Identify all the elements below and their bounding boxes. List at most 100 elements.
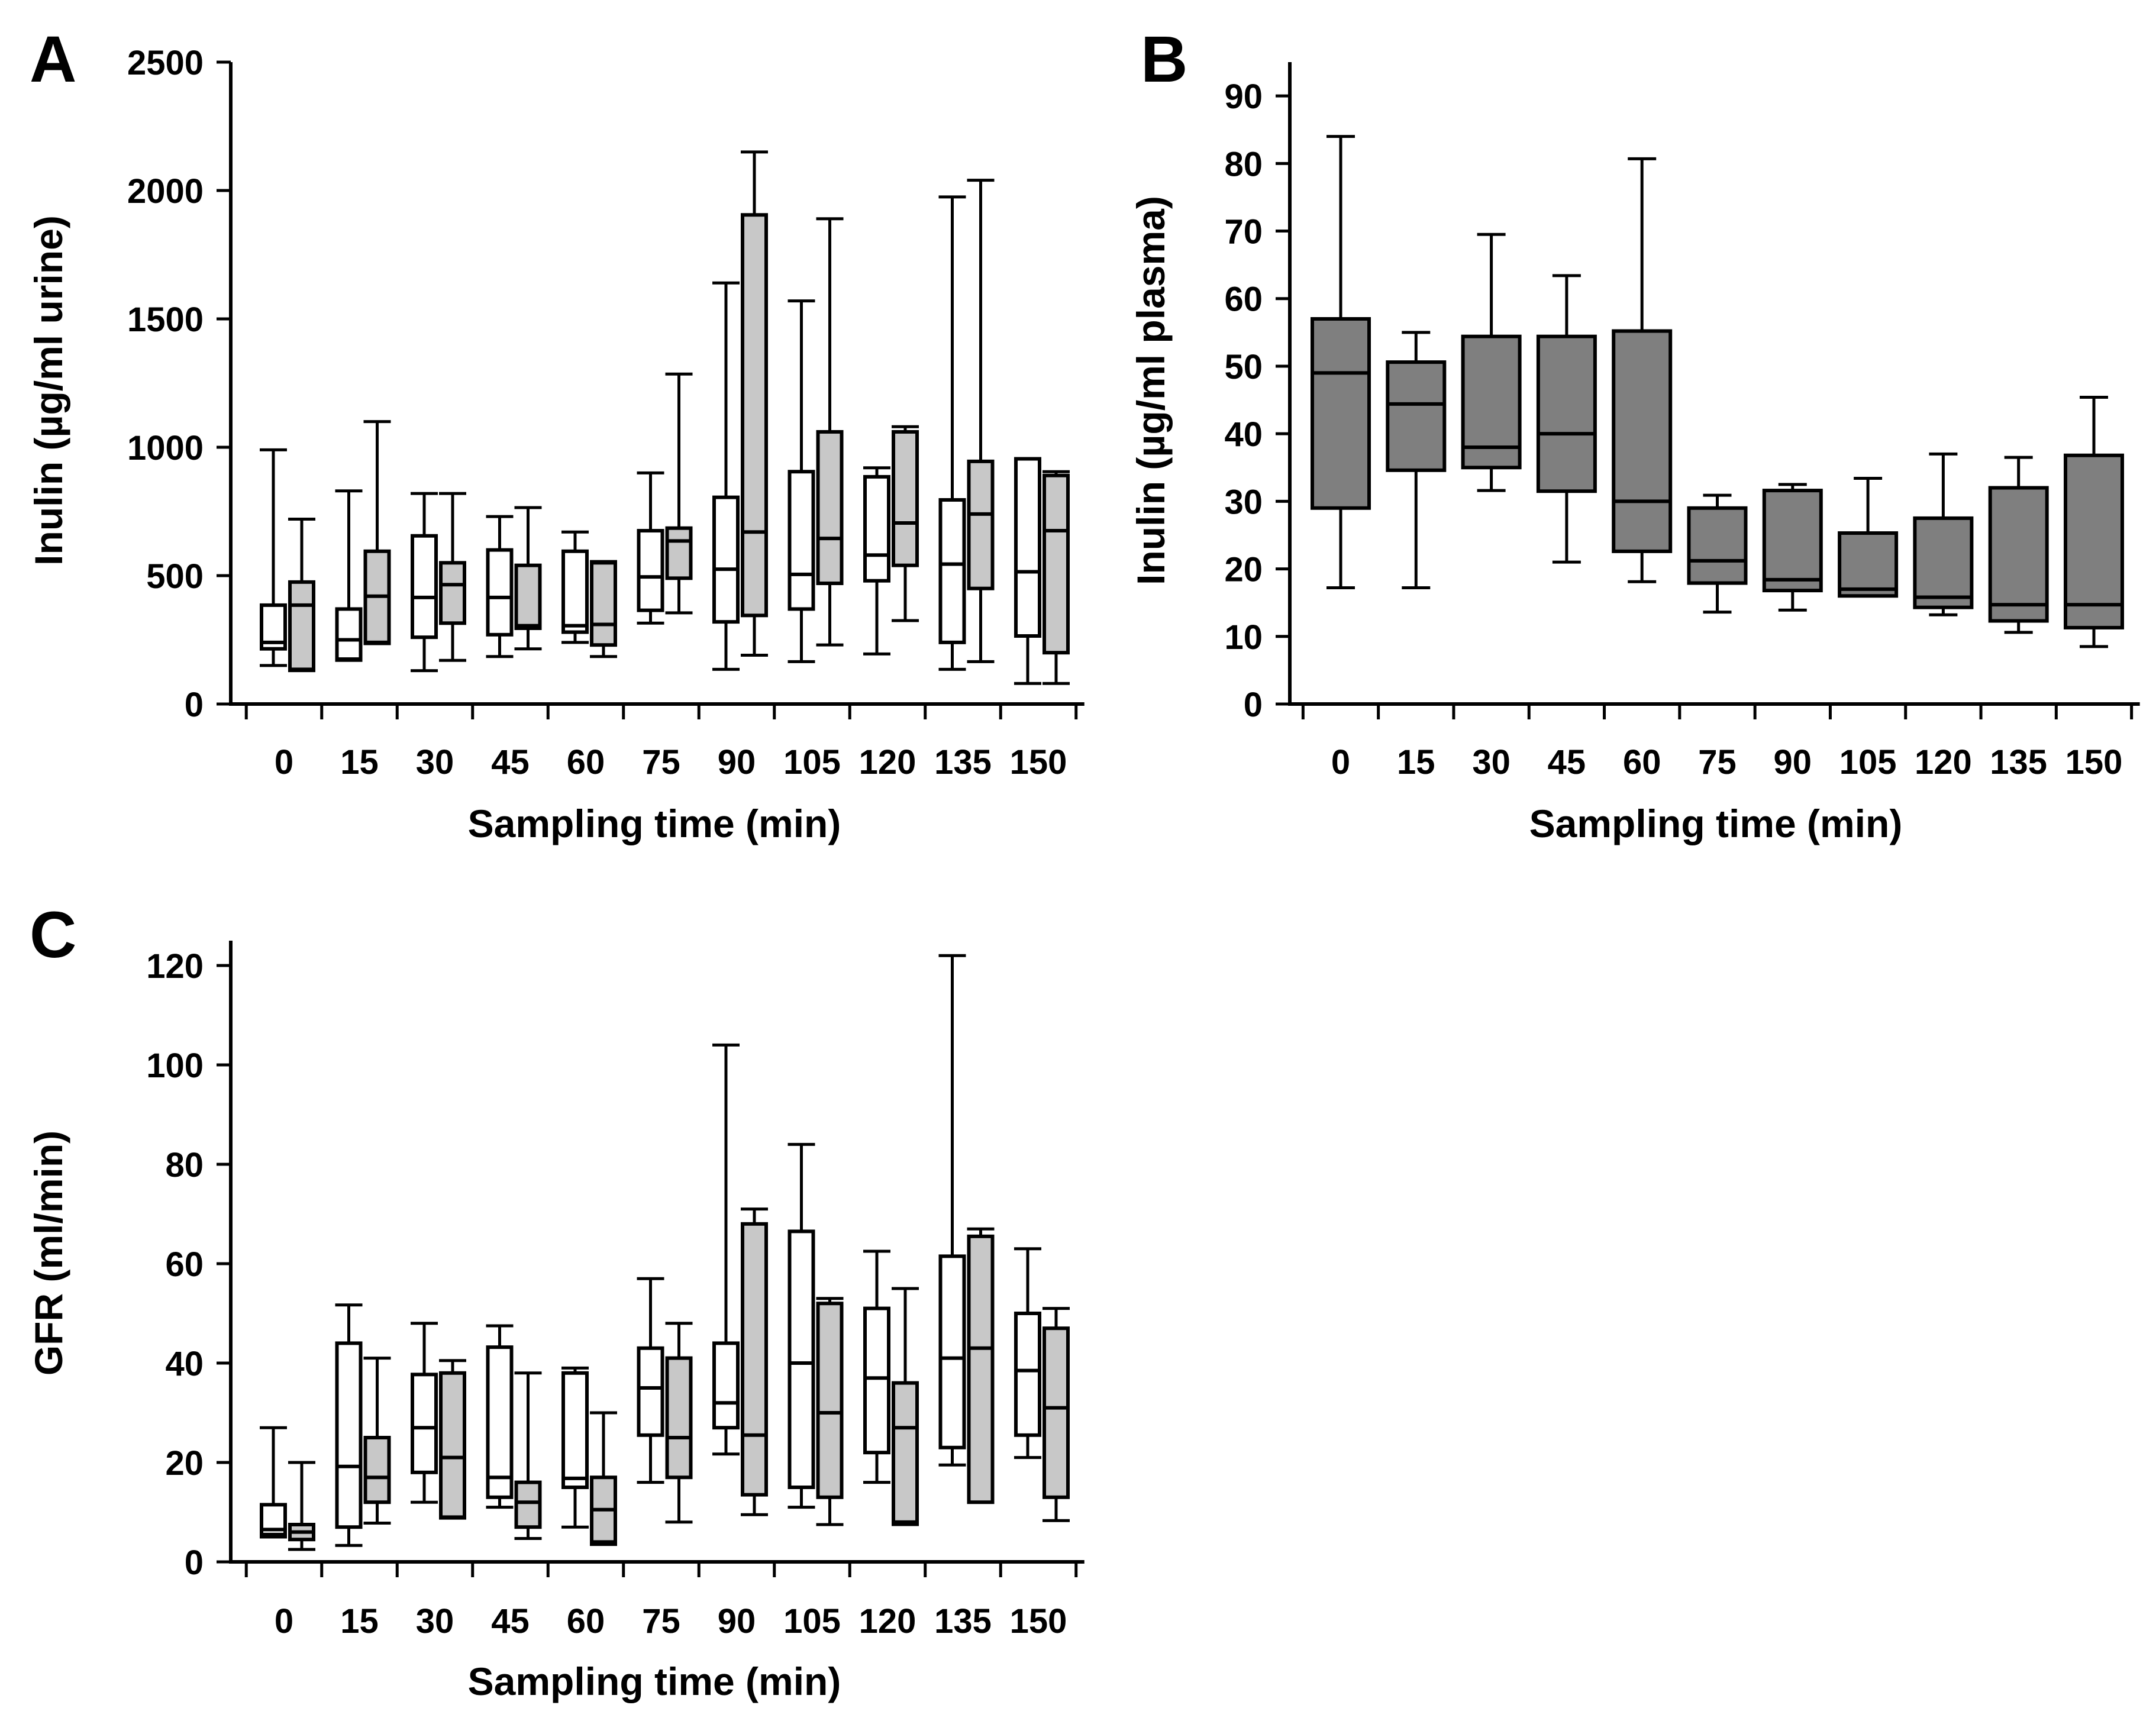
panel-b-y-tick-label: 70 — [1224, 213, 1263, 251]
panel-a: A Inulin (µg/ml urine) Sampling time (mi… — [27, 23, 1085, 845]
panel-a-x-tick-label: 30 — [416, 743, 454, 782]
panel-a-x-tick-label: 45 — [491, 743, 530, 782]
panel-c-letter: C — [30, 899, 76, 971]
panel-b-box — [2064, 395, 2124, 648]
panel-a-x-tick-label: 135 — [934, 743, 992, 782]
panel-c-box — [561, 1366, 589, 1529]
iqr-box — [665, 526, 693, 580]
iqr-box — [2064, 453, 2124, 629]
iqr-box — [938, 498, 966, 644]
iqr-box — [892, 1381, 919, 1524]
iqr-box — [1536, 334, 1597, 493]
panel-b-y-tick-label: 30 — [1224, 483, 1263, 521]
panel-b-box — [1311, 135, 1371, 590]
iqr-box — [1043, 1326, 1070, 1499]
panel-c-y-tick-label: 0 — [185, 1544, 204, 1582]
panel-b-plot: 0 10 20 30 40 50 60 70 80 90 0 15 30 45 60 75 90 105 120 13… — [1224, 62, 2140, 782]
panel-b-x-tick-label: 30 — [1472, 743, 1511, 782]
panel-a-box — [288, 518, 315, 673]
panel-c-box — [816, 1297, 844, 1526]
iqr-box — [1687, 506, 1748, 585]
panel-c-plot: 0 20 40 60 80 100 120 0 15 30 45 60 75 90 105 120 135 150 — [146, 941, 1085, 1641]
panel-c-x-tick-label: 120 — [859, 1602, 916, 1641]
panel-b: B Inulin (µg/ml plasma) Sampling time (m… — [1129, 23, 2140, 845]
panel-a-y-tick-label: 500 — [146, 557, 204, 596]
panel-a-box — [637, 471, 664, 625]
panel-c-box — [439, 1359, 466, 1520]
panel-c-ylabel: GFR (ml/min) — [27, 1131, 70, 1375]
panel-c-x-tick-label: 60 — [567, 1602, 605, 1641]
panel-b-x-tick-label: 150 — [2065, 743, 2123, 782]
panel-c-x-tick-label: 150 — [1010, 1602, 1067, 1641]
iqr-box — [439, 561, 466, 625]
panel-b-box — [1386, 331, 1447, 590]
iqr-box — [712, 495, 740, 624]
panel-c-x-tick-label: 15 — [340, 1602, 379, 1641]
iqr-box — [1043, 473, 1070, 655]
iqr-box — [590, 561, 617, 647]
iqr-box — [712, 1341, 740, 1430]
panel-a-box — [561, 530, 589, 644]
panel-c-x-tick-label: 30 — [416, 1602, 454, 1641]
panel-a-x-tick-label: 60 — [567, 743, 605, 782]
panel-b-x-tick-label: 75 — [1698, 743, 1737, 782]
iqr-box — [816, 430, 844, 586]
panel-a-box — [439, 492, 466, 662]
panel-b-x-tick-label: 105 — [1839, 743, 1897, 782]
panel-a-x-tick-label: 105 — [783, 743, 841, 782]
panel-b-y-tick-label: 90 — [1224, 78, 1263, 116]
panel-c-box — [363, 1357, 391, 1525]
panel-a-x-tick-label: 15 — [340, 743, 379, 782]
panel-a-plot: 0 500 1000 1500 2000 2500 0 15 30 45 60 75 90 105 120 1… — [127, 44, 1085, 782]
iqr-box — [1386, 360, 1447, 472]
panel-b-x-tick-label: 0 — [1331, 743, 1350, 782]
panel-b-x-tick-label: 15 — [1397, 743, 1435, 782]
panel-b-x-tick-label: 120 — [1915, 743, 1972, 782]
panel-a-box — [486, 515, 514, 658]
panel-c-box — [260, 1426, 287, 1539]
panel-c-box — [486, 1324, 514, 1509]
panel-b-y-tick-label: 40 — [1224, 415, 1263, 454]
panel-c-x-tick-label: 135 — [934, 1602, 992, 1641]
panel-c-box — [590, 1411, 617, 1546]
iqr-box — [863, 1306, 890, 1455]
panel-b-y-tick-label: 60 — [1224, 280, 1263, 319]
panel-c-box — [1014, 1247, 1041, 1460]
panel-c-x-tick-label: 75 — [642, 1602, 680, 1641]
panel-a-box — [335, 489, 363, 662]
iqr-box — [665, 1356, 693, 1480]
panel-c-box — [712, 1043, 740, 1456]
iqr-box — [561, 1371, 589, 1490]
iqr-box — [335, 607, 363, 661]
iqr-box — [561, 549, 589, 634]
iqr-box — [816, 1302, 844, 1499]
panel-c-y-tick-label: 20 — [165, 1444, 204, 1483]
panel-a-xlabel: Sampling time (min) — [468, 802, 841, 845]
panel-a-box — [1043, 470, 1070, 685]
panel-a-y-tick-label: 2500 — [127, 44, 204, 82]
panel-c-y-tick-label: 80 — [165, 1146, 204, 1184]
iqr-box — [741, 1222, 768, 1497]
panel-c-y-tick-label: 40 — [165, 1345, 204, 1383]
panel-a-box — [938, 195, 966, 671]
panel-a-box — [1014, 457, 1041, 685]
iqr-box — [1838, 531, 1899, 598]
iqr-box — [637, 529, 664, 612]
iqr-box — [741, 213, 768, 618]
panel-a-x-tick-label: 120 — [859, 743, 916, 782]
panel-b-box — [1612, 157, 1673, 583]
panel-c-box — [938, 954, 966, 1467]
panel-a-box — [363, 420, 391, 645]
iqr-box — [363, 1436, 391, 1504]
iqr-box — [863, 474, 890, 583]
iqr-box — [938, 1254, 966, 1449]
panel-a-box — [260, 448, 287, 667]
panel-a-box — [411, 492, 438, 673]
panel-c-y-tick-label: 100 — [146, 1047, 204, 1085]
panel-c-box — [892, 1287, 919, 1526]
iqr-box — [335, 1341, 363, 1529]
panel-a-y-tick-label: 1000 — [127, 429, 204, 467]
panel-c-box — [288, 1461, 315, 1551]
iqr-box — [288, 580, 315, 671]
